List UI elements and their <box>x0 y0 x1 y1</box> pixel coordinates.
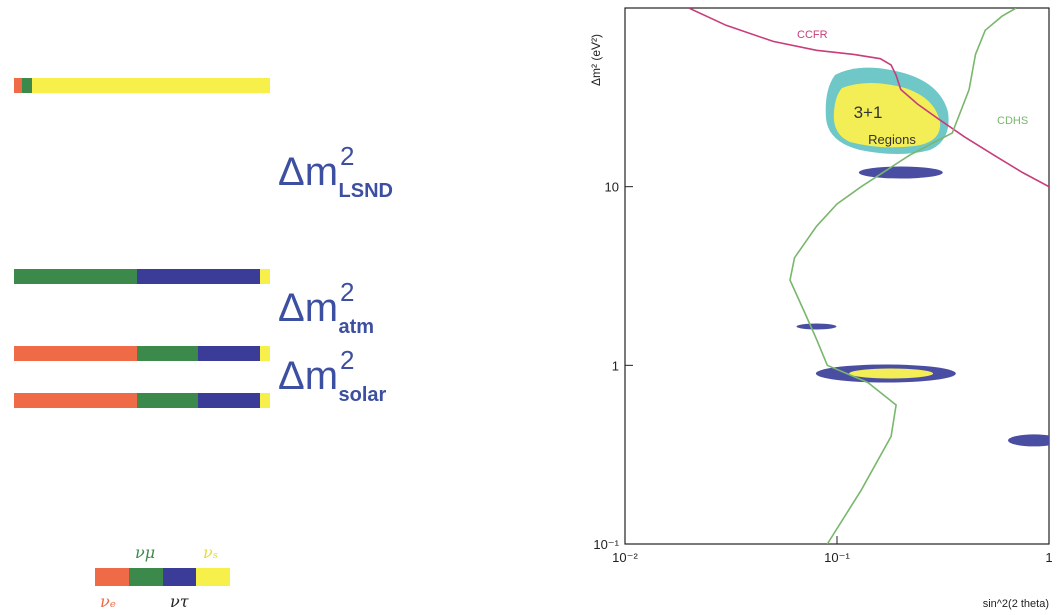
x-tick-label: 10⁻² <box>612 550 638 565</box>
cdhs-label: CDHS <box>997 115 1028 127</box>
ccfr-label: CCFR <box>797 29 828 41</box>
x-tick-label: 1 <box>1045 550 1052 565</box>
x-axis-label: sin^2(2 theta) <box>983 598 1049 610</box>
y-tick-label: 1 <box>612 358 619 373</box>
region-label-line1: 3+1 <box>854 103 883 122</box>
allowed-island-core <box>849 369 933 379</box>
allowed-island <box>859 167 943 179</box>
y-tick-label: 10⁻¹ <box>593 537 619 552</box>
x-tick-label: 10⁻¹ <box>824 550 850 565</box>
y-axis-label: Δm² (eV²) <box>589 34 603 86</box>
allowed-island <box>1008 434 1059 446</box>
region-label-line2: Regions <box>868 132 916 147</box>
y-tick-label: 10 <box>605 180 619 195</box>
allowed-island <box>796 323 836 329</box>
